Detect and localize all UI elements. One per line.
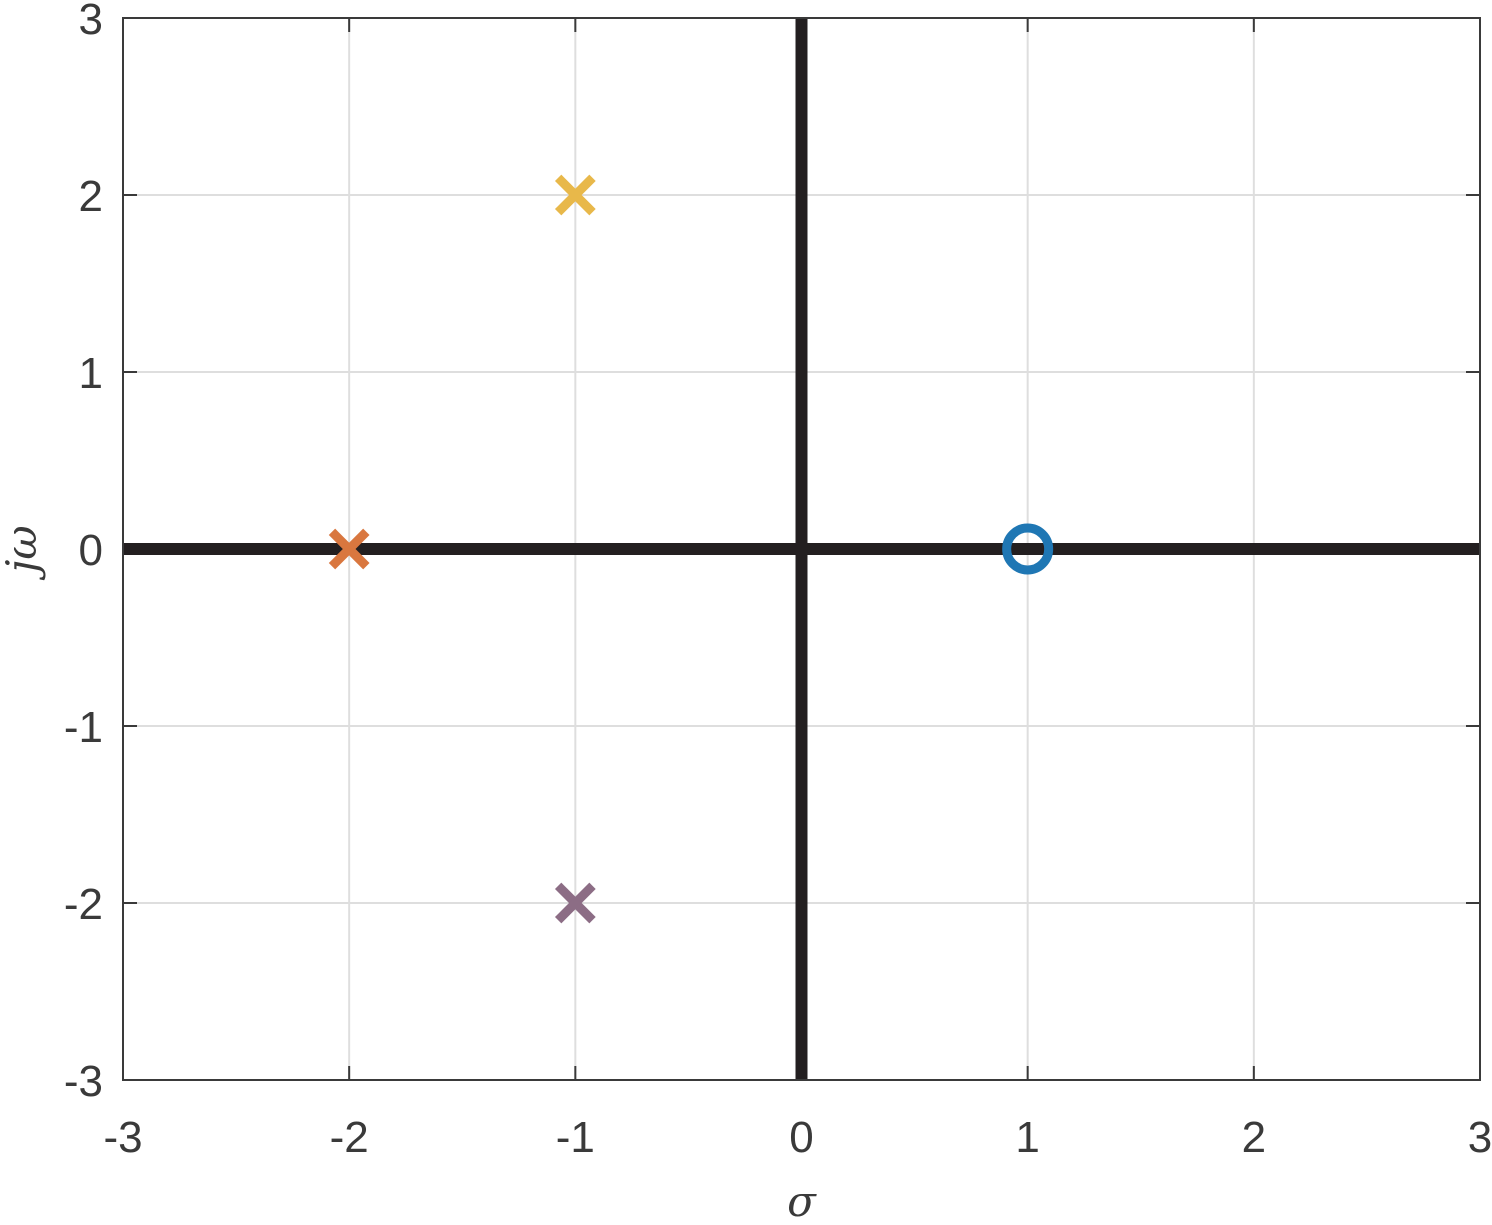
y-axis-label: jω (0, 525, 46, 580)
y-tick-label: -1 (64, 703, 103, 752)
y-tick-label: -2 (64, 880, 103, 929)
pole-marker (328, 528, 370, 570)
plot-area-frame (122, 17, 1481, 1081)
zero-axes (123, 18, 1480, 1080)
markers (328, 174, 1054, 924)
x-axis-label: σ (787, 1177, 817, 1225)
x-tick-label: 0 (789, 1113, 813, 1162)
y-tick-label: 1 (79, 349, 103, 398)
x-tick-label: -3 (103, 1113, 142, 1162)
y-tick-label: -3 (64, 1057, 103, 1106)
y-tick-label: 0 (79, 526, 103, 575)
tick-labels: -3 -2 -1 0 1 2 3 -3 -2 -1 0 1 2 3 (64, 0, 1492, 1162)
zero-marker (1002, 523, 1054, 575)
pole-marker (554, 882, 596, 924)
x-tick-label: 2 (1242, 1113, 1266, 1162)
x-tick-label: -1 (556, 1113, 595, 1162)
pole-marker (554, 174, 596, 216)
y-tick-label: 2 (79, 172, 103, 221)
y-tick-label: 3 (79, 0, 103, 44)
pole-marker-stroke (328, 528, 370, 570)
x-tick-label: -2 (330, 1113, 369, 1162)
x-tick-label: 3 (1468, 1113, 1492, 1162)
x-tick-label: 1 (1015, 1113, 1039, 1162)
pole-marker-stroke (554, 882, 596, 924)
pole-marker-stroke (554, 174, 596, 216)
